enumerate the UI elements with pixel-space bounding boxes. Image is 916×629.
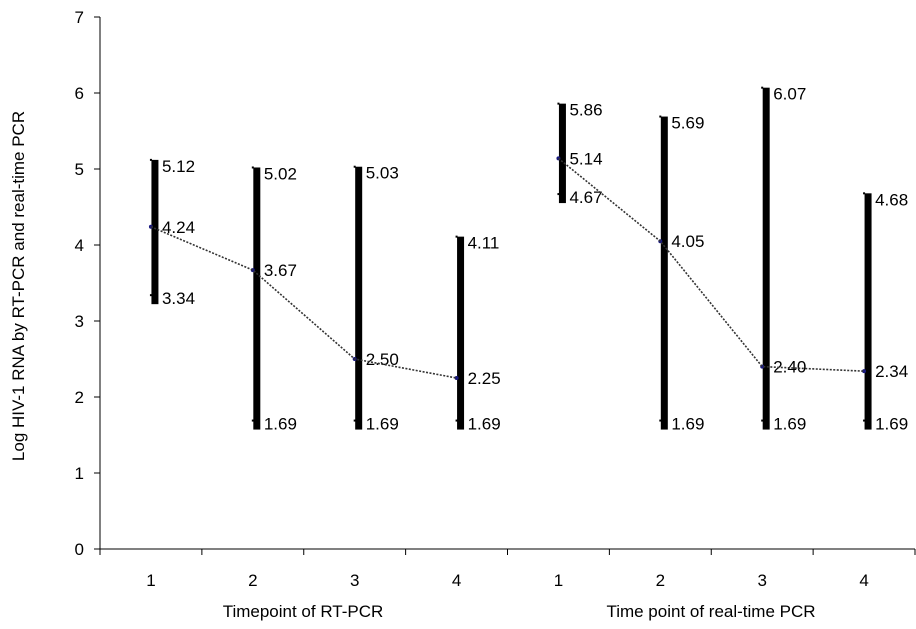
range-bar: [253, 167, 261, 430]
median-point: [862, 369, 867, 374]
x-tick-label: 2: [656, 571, 665, 590]
max-point: [251, 166, 254, 169]
y-tick-label: 5: [75, 160, 84, 179]
range-bar: [457, 236, 465, 430]
y-tick-label: 3: [75, 312, 84, 331]
x-tick-label: 3: [757, 571, 766, 590]
min-label: 1.69: [264, 415, 297, 434]
range-bar: [660, 116, 668, 430]
max-point: [863, 192, 866, 195]
min-point: [863, 419, 866, 422]
y-tick-label: 0: [75, 540, 84, 559]
min-point: [251, 419, 254, 422]
x-tick-label: 4: [859, 571, 868, 590]
max-point: [761, 86, 764, 89]
min-point: [557, 193, 560, 196]
min-label: 4.67: [569, 188, 602, 207]
x-tick-label: 4: [452, 571, 461, 590]
max-label: 5.03: [366, 164, 399, 183]
max-label: 4.11: [468, 234, 500, 253]
median-label: 4.24: [162, 218, 195, 237]
range-bar: [558, 103, 566, 204]
max-label: 4.68: [875, 190, 908, 209]
min-label: 1.69: [875, 415, 908, 434]
min-point: [761, 419, 764, 422]
group-1-axis-title: Timepoint of RT-PCR: [223, 602, 384, 621]
x-tick-label: 1: [554, 571, 563, 590]
median-line: [150, 226, 457, 379]
group-2-axis-title: Time point of real-time PCR: [606, 602, 815, 621]
max-point: [659, 115, 662, 118]
median-line: [557, 157, 865, 372]
max-point: [455, 235, 458, 238]
max-point: [149, 158, 152, 161]
max-label: 5.02: [264, 164, 297, 183]
min-label: 1.69: [468, 415, 501, 434]
median-label: 2.34: [875, 362, 908, 381]
range-bar: [355, 166, 363, 430]
range-bar: [762, 87, 770, 430]
range-bar: [864, 193, 872, 430]
max-label: 5.12: [162, 157, 195, 176]
axes: 0 1 2 3 4 5 6 7 1 2 3 4 1 2 3 4: [75, 8, 916, 590]
max-label: 5.69: [671, 114, 704, 133]
x-tick-label: 1: [146, 571, 155, 590]
max-label: 6.07: [773, 85, 806, 104]
max-point: [557, 102, 560, 105]
min-label: 1.69: [366, 415, 399, 434]
min-point: [455, 419, 458, 422]
y-axis-title: Log HIV-1 RNA by RT-PCR and real-time PC…: [9, 111, 28, 461]
y-tick-label: 1: [75, 464, 84, 483]
chart-marks: 5.12 4.24 3.34 5.02 3.67 1.69 5.03 2.50 1.69 4.11…: [148, 85, 908, 434]
x-tick-label: 2: [248, 571, 257, 590]
min-point: [353, 419, 356, 422]
y-tick-label: 6: [75, 84, 84, 103]
min-point: [149, 294, 152, 297]
y-tick-label: 2: [75, 388, 84, 407]
y-tick-label: 4: [75, 236, 84, 255]
min-point: [659, 419, 662, 422]
median-label: 3.67: [264, 261, 297, 280]
max-point: [353, 165, 356, 168]
median-label: 2.50: [366, 350, 399, 369]
median-label: 5.14: [569, 149, 602, 168]
x-tick-label: 3: [350, 571, 359, 590]
max-label: 5.86: [569, 101, 602, 120]
y-tick-label: 7: [75, 8, 84, 27]
median-label: 4.05: [671, 232, 704, 251]
min-label: 1.69: [773, 415, 806, 434]
min-label: 1.69: [671, 415, 704, 434]
median-label: 2.25: [468, 369, 501, 388]
range-bar: [151, 159, 159, 305]
min-label: 3.34: [162, 289, 195, 308]
